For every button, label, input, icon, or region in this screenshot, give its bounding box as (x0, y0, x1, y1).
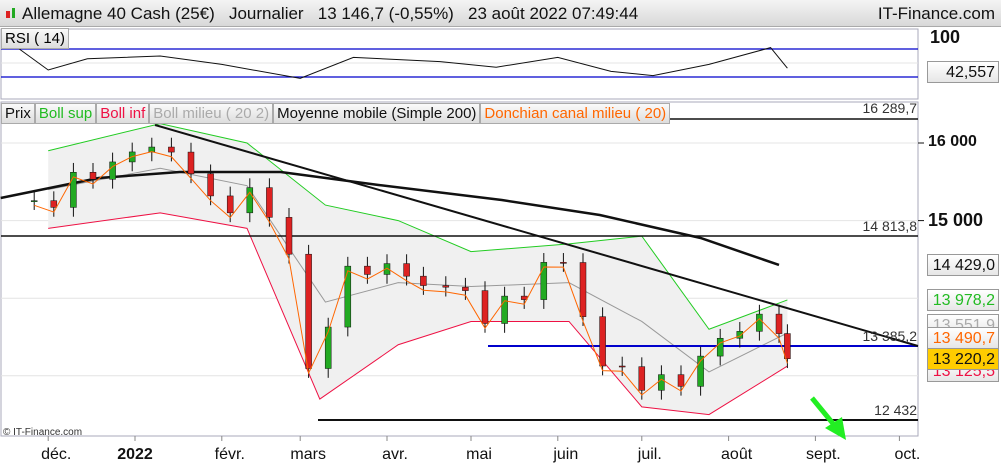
candle-body (226, 195, 234, 214)
candle-body (716, 337, 724, 357)
x-tick-label: oct. (894, 446, 921, 463)
legend-boll-sup[interactable]: Boll sup (34, 103, 97, 124)
candle-body (697, 355, 704, 387)
x-tick-label: avr. (382, 446, 408, 463)
candle-body (481, 290, 489, 324)
candle-body (540, 262, 548, 300)
price-panel (0, 101, 919, 437)
candle-body (736, 331, 744, 339)
rsi-axis-100: 100 (930, 27, 961, 47)
candle-body (784, 333, 791, 359)
candle-body (207, 173, 214, 197)
trendline (154, 124, 919, 347)
donchian-line (34, 151, 788, 396)
candle-body (109, 161, 116, 180)
legend: Prix Boll sup Boll inf Boll milieu ( 20 … (1, 103, 671, 124)
candle-body (420, 275, 427, 286)
legend-boll-milieu[interactable]: Boll milieu ( 20 2) (149, 103, 274, 124)
site-name[interactable]: IT-Finance.com (877, 4, 995, 23)
y-tick-15000: 15 000 (928, 210, 984, 230)
candle-body (658, 374, 665, 391)
rsi-label: RSI ( 14) (1, 28, 70, 49)
x-tick-label: sept. (806, 446, 841, 463)
candle-body (305, 253, 312, 369)
rsi-line (17, 47, 788, 79)
legend-boll-inf[interactable]: Boll inf (96, 103, 150, 124)
badge-donchian: 13 490,7 (927, 327, 999, 349)
candle-body (383, 263, 391, 275)
header: Allemagne 40 Cash (25€) Journalier 13 14… (0, 0, 1001, 27)
candle-body (285, 217, 293, 255)
rsi-value-badge: 42,557 (927, 61, 999, 83)
x-tick-label: août (721, 446, 753, 463)
candle-body (638, 366, 646, 391)
level-label: 14 813,8 (862, 218, 918, 234)
candle-body (579, 262, 587, 317)
rsi-panel (0, 28, 919, 100)
level-label: 12 432 (874, 402, 917, 418)
legend-donchian[interactable]: Donchian canal milieu ( 20) (480, 103, 671, 124)
legend-moyenne-mobile[interactable]: Moyenne mobile (Simple 200) (273, 103, 481, 124)
candle-body (520, 295, 528, 300)
candle-body (501, 295, 508, 324)
candle-body (756, 313, 763, 332)
candle-body (403, 263, 410, 277)
green-arrow-head (825, 417, 846, 440)
x-tick-label: juil. (637, 446, 662, 463)
candle-body (70, 172, 77, 208)
candle-body (50, 200, 58, 208)
candle-body (89, 172, 97, 180)
candle-body (677, 374, 685, 387)
candle-body (30, 200, 38, 202)
candle-body (775, 313, 783, 334)
level-label: 16 289,7 (862, 100, 918, 116)
candle-body (187, 151, 195, 175)
candle-body (462, 286, 469, 291)
candle-body (599, 316, 606, 367)
candlestick-icon (6, 8, 15, 18)
x-tick-label: 2022 (117, 446, 153, 463)
candle-body (560, 262, 567, 264)
chart-title: Allemagne 40 Cash (25€) Journalier 13 14… (22, 4, 639, 23)
bollinger-band-area (48, 123, 788, 415)
copyright: © IT-Finance.com (3, 427, 83, 438)
x-tick-label: mars (290, 446, 326, 463)
x-tick-label: févr. (214, 446, 245, 463)
ma200-line (0, 170, 780, 267)
x-tick-label: déc. (41, 446, 72, 463)
candle-body (618, 365, 626, 368)
candle-body (364, 265, 371, 275)
badge-ma200: 14 429,0 (927, 254, 999, 276)
badge-boll-sup: 13 978,2 (927, 289, 999, 311)
candle-body (324, 326, 332, 369)
legend-prix[interactable]: Prix (1, 103, 35, 124)
badge-price: 13 220,2 (927, 348, 999, 370)
green-arrow-shaft (810, 396, 837, 428)
y-tick-16000: 16 000 (928, 133, 977, 150)
boll-inf-line (48, 212, 788, 416)
candle-body (442, 285, 450, 288)
x-tick-label: mai (466, 446, 492, 463)
candle-body (246, 187, 254, 214)
candle-body (168, 146, 175, 153)
candle-body (344, 265, 352, 328)
level-label: 13 385,2 (862, 328, 918, 344)
candle-body (266, 187, 273, 218)
x-tick-label: juin (553, 446, 579, 463)
